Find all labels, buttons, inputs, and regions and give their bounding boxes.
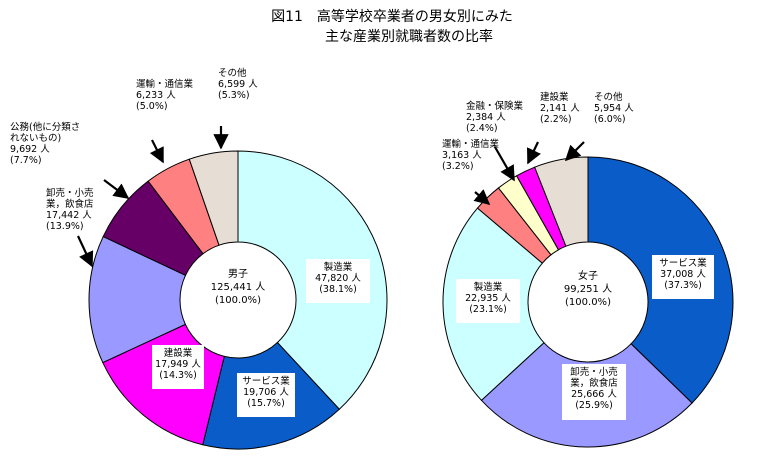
slice-label-male-retail-line3: (13.9%)	[46, 221, 84, 232]
leader-arrow-male-transport	[149, 139, 164, 164]
pie-slice-male-other	[188, 150, 239, 246]
leader-arrow-female-finance	[494, 146, 515, 182]
slice-label-box-male-mfg	[306, 259, 370, 303]
leader-arrow-male-public	[103, 179, 130, 199]
slice-label-female-mfg-line2: (23.1%)	[469, 304, 507, 315]
center-label-male-name: 男子	[228, 268, 248, 280]
chart-title-line2: 主な産業別就職者数の比率	[325, 28, 493, 45]
pie-slice-male-retail	[88, 235, 187, 364]
slice-label-male-retail-line0: 卸売・小売	[46, 187, 94, 199]
slice-label-box-male-constr	[152, 345, 204, 389]
center-label-male-pct: (100.0%)	[215, 295, 261, 306]
pie-slice-female-other	[534, 156, 589, 247]
slice-label-female-constr-line0: 建設業	[540, 91, 569, 103]
slice-label-box-female-mfg	[456, 279, 520, 323]
slice-label-male-service-line0: サービス業	[242, 375, 290, 387]
slice-label-female-other-line2: (6.0%)	[594, 114, 626, 125]
slice-label-female-finance-line2: (2.4%)	[466, 123, 498, 134]
leader-arrow-male-retail	[77, 235, 94, 268]
slice-label-female-constr-line1: 2,141 人	[540, 103, 580, 114]
center-label-female-count: 99,251 人	[564, 283, 612, 295]
slice-label-male-other-line0: その他	[218, 67, 247, 79]
slice-label-female-finance-line1: 2,384 人	[466, 112, 506, 123]
slice-label-male-transport-line0: 運輸・通信業	[136, 78, 194, 90]
slice-label-male-transport-line2: (5.0%)	[136, 101, 168, 112]
slice-label-female-other-line0: その他	[594, 91, 623, 103]
leader-arrow-female-other	[564, 141, 585, 162]
slice-label-male-mfg-line1: 47,820 人	[315, 273, 361, 284]
slice-label-male-service-line1: 19,706 人	[243, 387, 289, 398]
slice-label-female-service-line0: サービス業	[659, 257, 707, 269]
slice-label-box-male-service	[237, 373, 295, 417]
slice-label-male-transport-line1: 6,233 人	[136, 90, 176, 101]
slice-label-male-other-line2: (5.3%)	[218, 90, 250, 101]
slice-label-female-retail-line2: 25,666 人	[571, 389, 617, 400]
slice-label-female-other-line1: 5,954 人	[594, 103, 634, 114]
slice-label-female-transport-line2: (3.2%)	[442, 161, 474, 172]
slice-label-female-retail-line3: (25.9%)	[575, 400, 613, 411]
slice-label-male-public-line0: 公務(他に分類さ	[10, 121, 80, 133]
center-label-female-name: 女子	[578, 269, 598, 282]
slice-label-female-finance-line0: 金融・保険業	[466, 100, 524, 112]
center-label-male-count: 125,441 人	[211, 281, 266, 293]
slice-label-male-public-line3: (7.7%)	[10, 155, 42, 166]
leader-arrow-female-constr	[527, 141, 541, 165]
slice-label-female-retail-line1: 業，飲食店	[570, 377, 618, 389]
slice-label-male-other-line1: 6,599 人	[218, 79, 258, 90]
slice-label-male-mfg-line0: 製造業	[324, 261, 353, 273]
center-label-female-pct: (100.0%)	[565, 297, 611, 308]
slice-label-female-retail-line0: 卸売・小売	[570, 366, 618, 378]
slice-label-female-mfg-line1: 22,935 人	[465, 293, 511, 304]
slice-label-box-female-service	[652, 255, 714, 299]
slice-label-male-retail-line1: 業，飲食店	[46, 198, 94, 210]
slice-label-female-transport-line0: 運輸・通信業	[442, 138, 500, 150]
slice-label-male-retail-line2: 17,442 人	[46, 210, 92, 221]
slice-label-female-service-line2: (37.3%)	[664, 280, 702, 291]
slice-label-male-constr-line1: 17,949 人	[155, 359, 201, 370]
slice-label-female-service-line1: 37,008 人	[660, 269, 706, 280]
slice-label-male-constr-line2: (14.3%)	[159, 370, 197, 381]
leader-arrow-female-transport	[473, 189, 491, 206]
slice-label-female-transport-line1: 3,163 人	[442, 150, 482, 161]
slice-label-male-service-line2: (15.7%)	[247, 398, 285, 409]
chart-title-line1: 図11 高等学校卒業者の男女別にみた	[271, 8, 513, 25]
slice-label-male-mfg-line2: (38.1%)	[319, 284, 357, 295]
slice-label-male-constr-line0: 建設業	[164, 347, 193, 359]
slice-label-box-female-retail	[562, 364, 626, 420]
slice-label-female-constr-line2: (2.2%)	[540, 114, 572, 125]
slice-label-male-public-line1: れないもの)	[10, 133, 61, 144]
slice-label-male-public-line2: 9,692 人	[10, 144, 50, 155]
slice-label-female-mfg-line0: 製造業	[474, 281, 503, 293]
